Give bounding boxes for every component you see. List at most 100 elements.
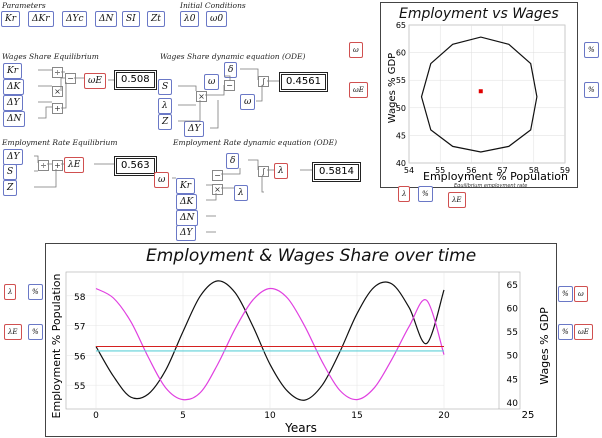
phase-trajectory	[420, 36, 538, 153]
right-pct-node-2[interactable]: %	[584, 82, 599, 98]
emp-ode-delta[interactable]: δ	[226, 153, 240, 169]
phase-lambda-input[interactable]: λ	[398, 186, 411, 202]
wage-eq-dk[interactable]: ΔK	[3, 79, 25, 95]
timeseries-panel: Employment & Wages Share over time 0 5 10 1…	[45, 243, 557, 437]
wage-ode-lambda[interactable]: λ	[158, 98, 172, 114]
employment-ode-display: 0.5814	[312, 162, 361, 182]
wage-eq-dy[interactable]: ΔY	[3, 95, 24, 111]
emp-ode-omega[interactable]: ω	[154, 172, 170, 188]
phase-lambda-e-input[interactable]: λE	[448, 192, 466, 208]
timeseries-xtick: 10	[264, 411, 276, 421]
wage-ode-dy[interactable]: ΔY	[184, 121, 205, 137]
phase-yticks: 40 45 50 55 60 65	[396, 21, 406, 168]
timeseries-xticks: 0 5 10 15 20	[93, 411, 450, 421]
emp-ode-lambda0[interactable]: λ	[234, 185, 248, 201]
phase-xtick: 59	[560, 166, 570, 175]
wages-share-line	[95, 287, 445, 401]
phase-pct-node[interactable]: %	[418, 186, 433, 202]
param-delta-n[interactable]: ΔN	[95, 11, 118, 27]
phase-xtick: 57	[498, 166, 508, 175]
phase-plot-title: Employment vs Wages	[399, 6, 559, 22]
wage-ode-s[interactable]: S	[158, 79, 173, 95]
param-si[interactable]: SI	[122, 11, 140, 27]
timeseries-xtick: 5	[180, 411, 186, 421]
ts-lambda-e-input[interactable]: λE	[4, 324, 22, 340]
wage-ode-display: 0.4561	[279, 72, 328, 92]
param-zt[interactable]: Zt	[147, 11, 165, 27]
phase-ytick: 50	[396, 104, 406, 113]
timeseries-right-tick: 45	[507, 375, 518, 385]
block-wires	[34, 68, 312, 233]
initial-conditions-heading: Initial Conditions	[180, 1, 246, 10]
emp-ode-dy[interactable]: ΔY	[176, 225, 197, 241]
timeseries-right-tick: 60	[507, 304, 519, 314]
param-delta-kr[interactable]: ΔKr	[28, 11, 54, 27]
timeseries-ylabel-right: Wages % GDP	[538, 307, 551, 385]
subtract-operator: −	[224, 80, 235, 91]
phase-xticks: 54 55 56 57 58 59	[404, 166, 570, 175]
emp-eq-output-node[interactable]: λE	[64, 157, 85, 173]
timeseries-right-tick: 65	[507, 281, 518, 291]
timeseries-grid	[65, 271, 521, 410]
timeseries-ylabel-left: Employment % Population	[50, 273, 63, 418]
wage-ode-z[interactable]: Z	[158, 114, 173, 130]
divide-operator: ÷	[38, 160, 49, 171]
phase-ylabel: Wages % GDP	[387, 53, 398, 123]
divide-operator: ÷	[52, 67, 63, 78]
timeseries-left-ticks: 55 56 57 58	[74, 293, 86, 392]
timeseries-extra-tick: 25	[522, 410, 535, 421]
wages-equilibrium-heading: Wages Share Equilibrium	[2, 52, 99, 61]
employment-line	[95, 280, 445, 401]
timeseries-xtick: 15	[351, 411, 362, 421]
timeseries-xtick: 0	[93, 411, 99, 421]
phase-xtick: 56	[466, 166, 476, 175]
ts-omega-e-input[interactable]: ωE	[574, 324, 593, 340]
employment-equilibrium-heading: Employment Rate Equilibrium	[2, 138, 118, 147]
initial-lambda[interactable]: λ0	[180, 11, 200, 27]
param-kr[interactable]: Kr	[1, 11, 21, 27]
phase-plot-panel: Employment vs Wages Wages % GDP 54 55 56 57…	[380, 2, 578, 188]
wage-eq-dn[interactable]: ΔN	[3, 111, 26, 127]
right-pct-node[interactable]: %	[584, 42, 599, 58]
phase-xtick: 58	[529, 166, 539, 175]
phase-xtick: 54	[404, 166, 414, 175]
timeseries-xtick: 20	[438, 411, 450, 421]
wage-ode-omega0[interactable]: ω	[240, 94, 256, 110]
employment-ode-heading: Employment Rate dynamic equation (ODE)	[173, 138, 338, 147]
equilibrium-point	[478, 89, 483, 94]
initial-omega[interactable]: ω0	[206, 11, 228, 27]
phase-ytick: 65	[396, 21, 406, 30]
integral-operator: ∫	[258, 76, 269, 87]
wage-ode-omega[interactable]: ω	[204, 74, 220, 90]
subtract-operator: −	[65, 73, 76, 84]
phase-grid	[408, 24, 566, 164]
phase-ytick: 40	[396, 159, 406, 168]
timeseries-left-tick: 55	[74, 382, 85, 392]
ts-lambda-input[interactable]: λ	[4, 284, 17, 300]
ts-right-pct[interactable]: %	[558, 286, 573, 302]
add-operator: +	[52, 160, 63, 171]
wage-eq-kr[interactable]: Kr	[3, 63, 23, 79]
emp-eq-s[interactable]: S	[3, 164, 18, 180]
wage-ode-delta[interactable]: δ	[224, 62, 238, 78]
employment-equilibrium-display: 0.563	[114, 156, 157, 176]
wage-equilibrium-display: 0.508	[114, 70, 157, 90]
ts-right-pct-2[interactable]: %	[558, 324, 573, 340]
emp-ode-kr[interactable]: Kr	[176, 178, 196, 194]
ts-omega-input[interactable]: ω	[574, 286, 588, 302]
ts-pct-node[interactable]: %	[28, 284, 43, 300]
timeseries-right-tick: 55	[507, 328, 518, 338]
param-delta-yc[interactable]: ΔYc	[62, 11, 88, 27]
ts-pct-node-2[interactable]: %	[28, 324, 43, 340]
phase-omega-e-input[interactable]: ωE	[349, 82, 368, 98]
emp-ode-dk[interactable]: ΔK	[176, 194, 198, 210]
multiply-operator: ×	[196, 91, 207, 102]
phase-ytick: 55	[396, 76, 406, 85]
emp-ode-output-node[interactable]: λ	[274, 163, 288, 179]
emp-eq-z[interactable]: Z	[3, 180, 18, 196]
phase-ytick: 45	[396, 131, 406, 140]
phase-ytick: 60	[396, 49, 406, 58]
wage-eq-output-node[interactable]: ωE	[84, 73, 106, 89]
timeseries-left-tick: 57	[74, 323, 85, 333]
phase-omega-input[interactable]: ω	[349, 42, 363, 58]
